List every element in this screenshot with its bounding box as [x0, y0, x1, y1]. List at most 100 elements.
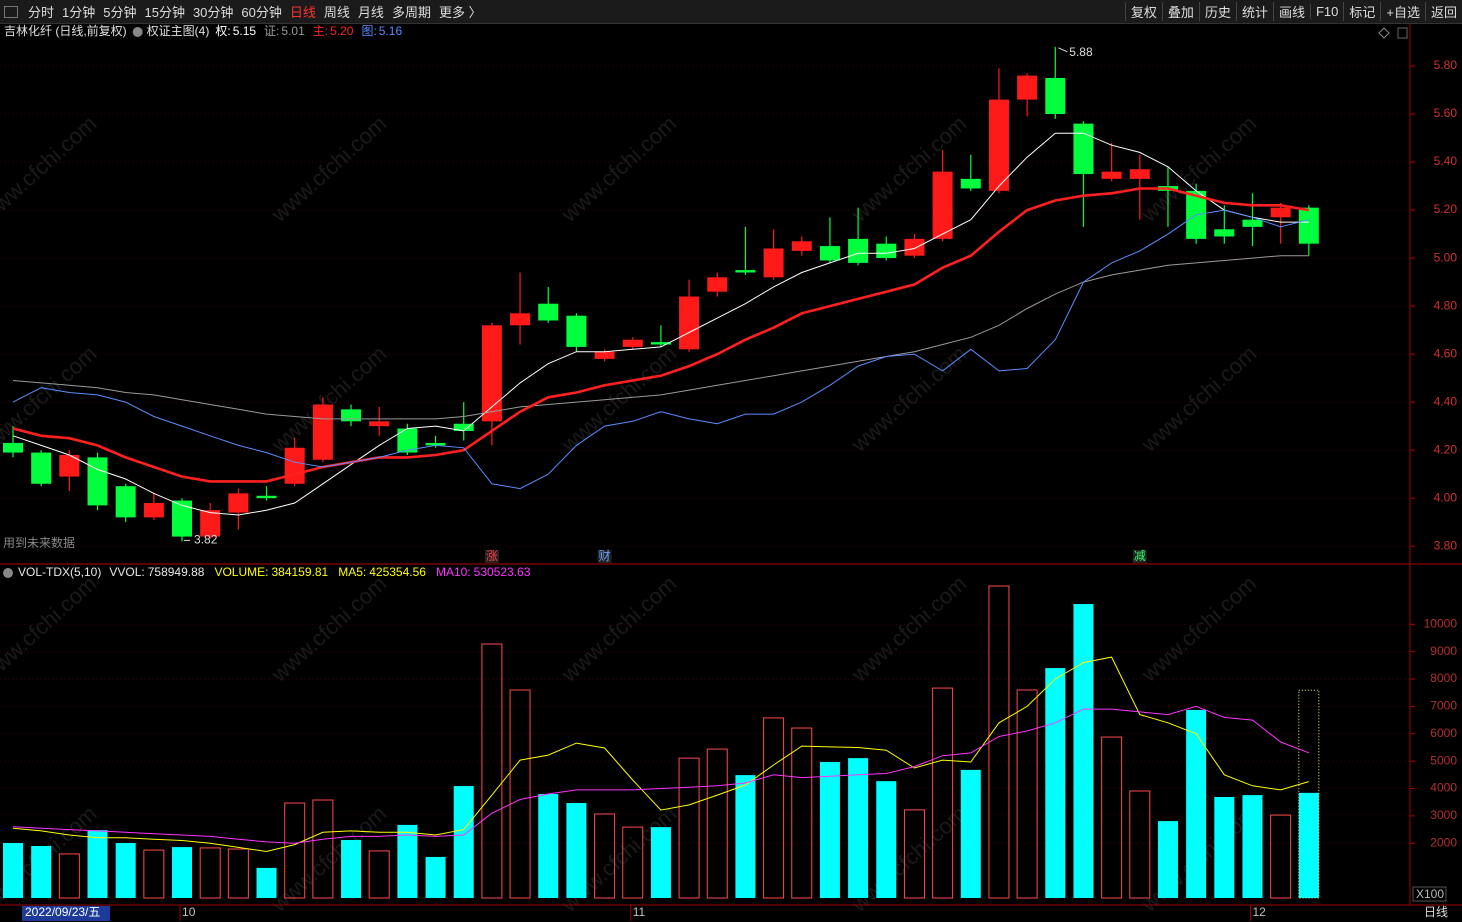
- volume-bar: [341, 839, 362, 898]
- volume-header-value: 384159.81: [271, 565, 328, 579]
- watermark: www.cfchi.com: [846, 341, 972, 458]
- candle-body: [228, 493, 249, 513]
- period-tab[interactable]: 周线: [323, 5, 350, 20]
- volume-bar: [1045, 668, 1066, 898]
- period-tab[interactable]: 15分钟: [144, 5, 185, 20]
- indicator-name: 权证主图(4): [147, 24, 210, 38]
- volume-bar: [1073, 604, 1094, 898]
- watermark: www.cfchi.com: [0, 571, 101, 688]
- volume-bar: [538, 793, 559, 898]
- candle-body: [1073, 123, 1094, 175]
- candle-body: [819, 246, 840, 261]
- future-note: 用到未来数据: [3, 535, 75, 550]
- max-arrow: [1058, 47, 1068, 53]
- volume-ma-line: [12, 656, 1309, 853]
- volume-bar: [256, 867, 277, 898]
- volume-bar: [481, 643, 503, 899]
- min-label: 3.82: [194, 533, 218, 547]
- legend-name: 主:: [313, 24, 328, 38]
- toolbar: 分时 1分钟 5分钟 15分钟 30分钟 60分钟 日线 周线 月线 多周期 更多 〉 复权 叠加 历史…: [0, 0, 1462, 24]
- period-tab[interactable]: 分时: [28, 5, 55, 20]
- period-tab[interactable]: 5分钟: [103, 5, 137, 20]
- volume-header-value: 425354.56: [369, 565, 426, 579]
- x-tick-label: 11: [633, 905, 646, 919]
- volume-bar: [1129, 790, 1151, 899]
- tool-button[interactable]: 画线: [1272, 2, 1310, 21]
- cursor-date: 2022/09/23/五: [25, 905, 100, 919]
- window-icon[interactable]: [4, 5, 18, 18]
- tool-button[interactable]: +自选: [1380, 2, 1425, 21]
- tool-button[interactable]: 统计: [1235, 2, 1273, 21]
- candle-body: [1298, 207, 1319, 244]
- candle-body: [172, 500, 193, 537]
- volume-header-name: MA5:: [338, 565, 366, 579]
- candle-body: [707, 277, 728, 292]
- price-line: [12, 255, 1309, 420]
- period-tab[interactable]: 60分钟: [241, 5, 282, 20]
- period-tab[interactable]: 多周期: [391, 5, 431, 20]
- watermark: www.cfchi.com: [1136, 571, 1262, 688]
- event-marker-bg: [597, 550, 612, 563]
- candle-body: [256, 495, 277, 499]
- legend-value: 5.20: [330, 24, 354, 38]
- candle-body: [904, 238, 925, 256]
- watermark: www.cfchi.com: [266, 571, 392, 688]
- watermark: www.cfchi.com: [556, 571, 682, 688]
- tool-button[interactable]: 标记: [1343, 2, 1380, 21]
- tool-button[interactable]: F10: [1309, 4, 1343, 19]
- legend-name: 图:: [361, 24, 376, 38]
- y-tick-label: 4000: [1430, 781, 1457, 795]
- period-tab[interactable]: 1分钟: [62, 5, 96, 20]
- y-tick-label: 5000: [1430, 753, 1457, 767]
- period-tab[interactable]: 30分钟: [192, 5, 234, 20]
- legend-name: 证:: [264, 24, 279, 38]
- unit-label: X100: [1416, 887, 1444, 901]
- volume-bar: [3, 842, 23, 898]
- volume-bar: [622, 826, 644, 899]
- volume-ma-line: [12, 705, 1309, 844]
- y-tick-label: 7000: [1430, 699, 1457, 713]
- y-tick-label: 10000: [1424, 616, 1458, 630]
- volume-header-value: 758949.88: [148, 565, 205, 579]
- period-tab[interactable]: 月线: [357, 5, 384, 20]
- tool-button[interactable]: 返回: [1424, 2, 1462, 21]
- period-tab[interactable]: 日线: [289, 5, 316, 20]
- candle-body: [566, 315, 587, 347]
- candle-body: [848, 238, 869, 263]
- volume-bar: [312, 799, 334, 899]
- volume-bar: [876, 781, 897, 898]
- candle-body: [876, 243, 897, 259]
- y-tick-label: 3000: [1430, 808, 1457, 822]
- y-tick-label: 3.80: [1434, 538, 1458, 552]
- y-tick-label: 8000: [1430, 671, 1457, 685]
- volume-bar: [1242, 795, 1263, 898]
- max-label: 5.88: [1069, 45, 1093, 59]
- volume-header-name: MA10:: [436, 565, 471, 579]
- tool-button[interactable]: 复权: [1124, 2, 1162, 21]
- candle-body: [284, 447, 305, 484]
- volume-bar: [1298, 792, 1319, 898]
- period-tab[interactable]: 更多 〉: [438, 5, 482, 20]
- candle-body: [3, 442, 23, 453]
- legend-value: 5.16: [379, 24, 403, 38]
- chart: www.cfchi.com www.cfchi.com www.cfchi.com w…: [0, 24, 1462, 921]
- volume-bar: [397, 824, 418, 898]
- tool-button[interactable]: 叠加: [1161, 2, 1199, 21]
- candle-body: [1270, 207, 1291, 218]
- price-line: [12, 187, 1310, 483]
- y-tick-label: 5.00: [1434, 250, 1458, 264]
- y-tick-label: 4.60: [1434, 346, 1458, 360]
- volume-bar: [988, 585, 1010, 899]
- candle-body: [1017, 75, 1038, 100]
- volume-header-name: VVOL:: [109, 565, 144, 579]
- volume-title: VOL-TDX(5,10): [18, 565, 101, 579]
- candle-body: [397, 428, 418, 453]
- candle-body: [988, 99, 1009, 191]
- volume-bar: [848, 758, 869, 898]
- volume-bar: [1186, 709, 1207, 898]
- volume-bar: [735, 775, 756, 898]
- event-marker-bg: [1132, 550, 1147, 563]
- candle-body: [763, 248, 784, 278]
- volume-bar: [650, 827, 671, 898]
- tool-button[interactable]: 历史: [1198, 2, 1236, 21]
